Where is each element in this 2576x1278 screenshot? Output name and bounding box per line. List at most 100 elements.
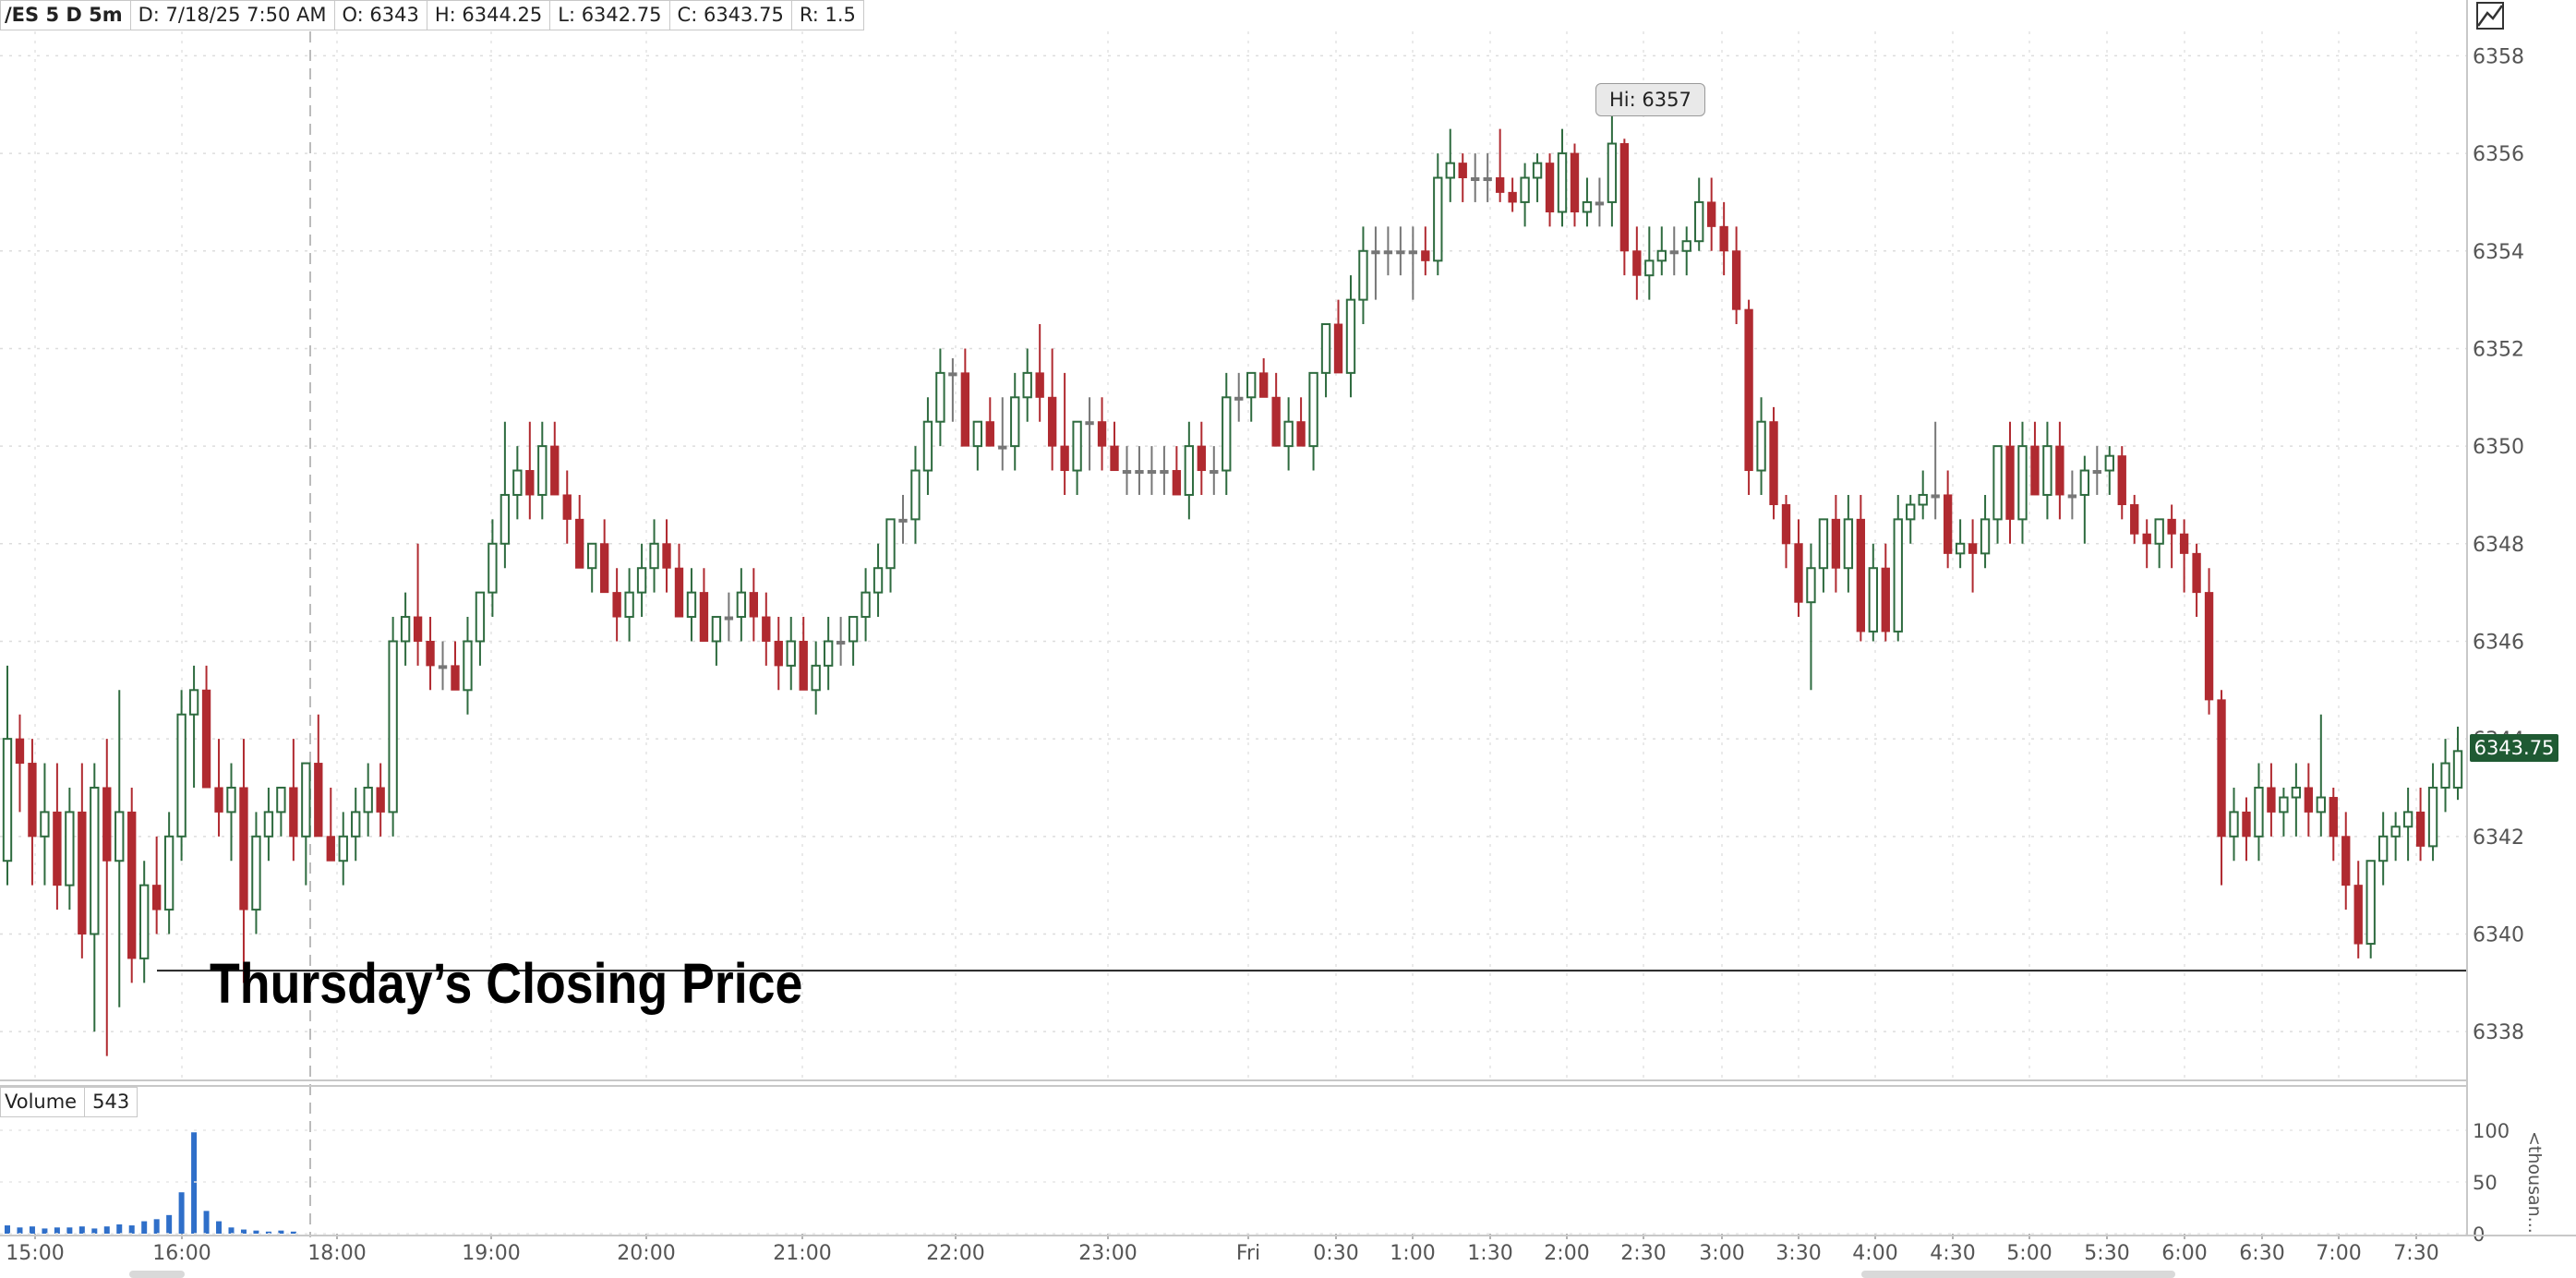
candle-body (1445, 162, 1455, 179)
time-tick-label: 21:00 (773, 1242, 831, 1265)
candle (451, 641, 460, 691)
candle-body (2142, 533, 2151, 545)
candlestick-series (2, 104, 2463, 1056)
candle (1383, 226, 1393, 276)
candle-body (898, 518, 908, 523)
volume-bar (216, 1221, 223, 1234)
price-tick-label: 6358 (2473, 45, 2524, 68)
candle (1706, 177, 1716, 251)
time-tick-label: 15:00 (6, 1242, 64, 1265)
candle-body (2254, 786, 2264, 838)
candle (2167, 504, 2176, 569)
candle (2415, 787, 2426, 862)
volume-bar (228, 1227, 235, 1234)
symbol-label[interactable]: /ES 5 D 5m (0, 0, 131, 30)
candle-body (263, 811, 274, 838)
volume-label[interactable]: Volume (0, 1087, 86, 1117)
candle (2329, 787, 2338, 862)
ohlc-header: /ES 5 D 5m D: 7/18/25 7:50 AM O: 6343 H:… (0, 0, 864, 30)
candle (599, 519, 609, 594)
candle (363, 763, 373, 837)
scroll-thumb[interactable] (1861, 1271, 2175, 1278)
candle-body (1371, 250, 1380, 255)
candle-body (2017, 445, 2028, 521)
candle-body (948, 372, 957, 377)
candle (2092, 446, 2101, 495)
candle-body (1259, 372, 1269, 398)
candle (2130, 494, 2139, 544)
time-tick-label: 20:00 (617, 1242, 675, 1265)
candle-body (811, 664, 821, 692)
candle-body (2316, 796, 2326, 814)
candle-body (1570, 152, 1580, 212)
candle-body (1632, 250, 1642, 276)
candle (636, 543, 647, 618)
candle (1794, 519, 1803, 618)
volume-unit-label: <thousan... (2524, 1131, 2545, 1234)
candle (1769, 406, 1778, 520)
time-tick-label: 5:00 (2006, 1242, 2052, 1265)
candle-body (2204, 592, 2214, 701)
candle-body (301, 762, 311, 838)
low-readout: L: 6342.75 (550, 0, 670, 30)
candle (1060, 372, 1069, 495)
candle-body (1147, 470, 1157, 475)
candle (1520, 163, 1530, 227)
volume-bar (153, 1219, 160, 1234)
candle-body (451, 665, 460, 691)
time-tick-label: 2:00 (1544, 1242, 1589, 1265)
scroll-thumb-left[interactable] (129, 1271, 185, 1278)
candle-body (848, 616, 859, 643)
candle-body (53, 811, 62, 886)
candle (1222, 372, 1232, 495)
candle-body (649, 542, 659, 570)
time-tick-label: 22:00 (926, 1242, 984, 1265)
candle (2291, 763, 2302, 837)
candle (948, 358, 957, 422)
candle-body (2304, 787, 2314, 813)
candle-body (78, 811, 87, 934)
volume-bar (128, 1225, 135, 1234)
candle (1570, 143, 1580, 227)
candle-body (388, 640, 398, 814)
time-tick-label: 18:00 (307, 1242, 366, 1265)
candle-body (2005, 445, 2015, 520)
candle-body (562, 494, 572, 520)
candle-body (1744, 308, 1753, 472)
candle-body (488, 542, 498, 594)
candle (438, 641, 448, 691)
candle (662, 519, 671, 593)
candle (2353, 861, 2363, 958)
candle (1968, 519, 1978, 593)
time-tick-label: 19:00 (462, 1242, 520, 1265)
candle (861, 568, 871, 642)
candle (2254, 763, 2264, 862)
candle-body (1955, 542, 1966, 555)
time-tick-label: 0:30 (1313, 1242, 1358, 1265)
drawing-tool-icon[interactable] (2474, 0, 2506, 31)
candle (2067, 470, 2077, 520)
candle (674, 543, 684, 618)
time-axis[interactable]: 15:00 16:00 18:00 19:00 20:00 21:00 22:00 23:00… (6, 1234, 2439, 1265)
candle-body (1072, 420, 1082, 472)
price-axis[interactable]: 6338634063426344634663486350635263546356… (2473, 45, 2524, 1044)
candle-body (1881, 567, 1890, 633)
candle-body (1358, 249, 1368, 301)
time-tick-label: 23:00 (1078, 1242, 1137, 1265)
candle (910, 446, 921, 544)
candle (1756, 397, 1766, 495)
candle (1843, 494, 1854, 593)
volume-tick-label: 100 (2473, 1120, 2510, 1142)
candle (2179, 519, 2189, 593)
candle-body (1222, 396, 1232, 472)
candle-body (1122, 470, 1132, 475)
candle-body (636, 567, 647, 594)
candle (885, 518, 896, 593)
candle (1458, 153, 1467, 202)
candle-body (624, 591, 634, 619)
candle-body (90, 786, 100, 935)
candle-body (2415, 811, 2426, 847)
candle-body (1818, 518, 1829, 570)
candle (1345, 275, 1356, 398)
